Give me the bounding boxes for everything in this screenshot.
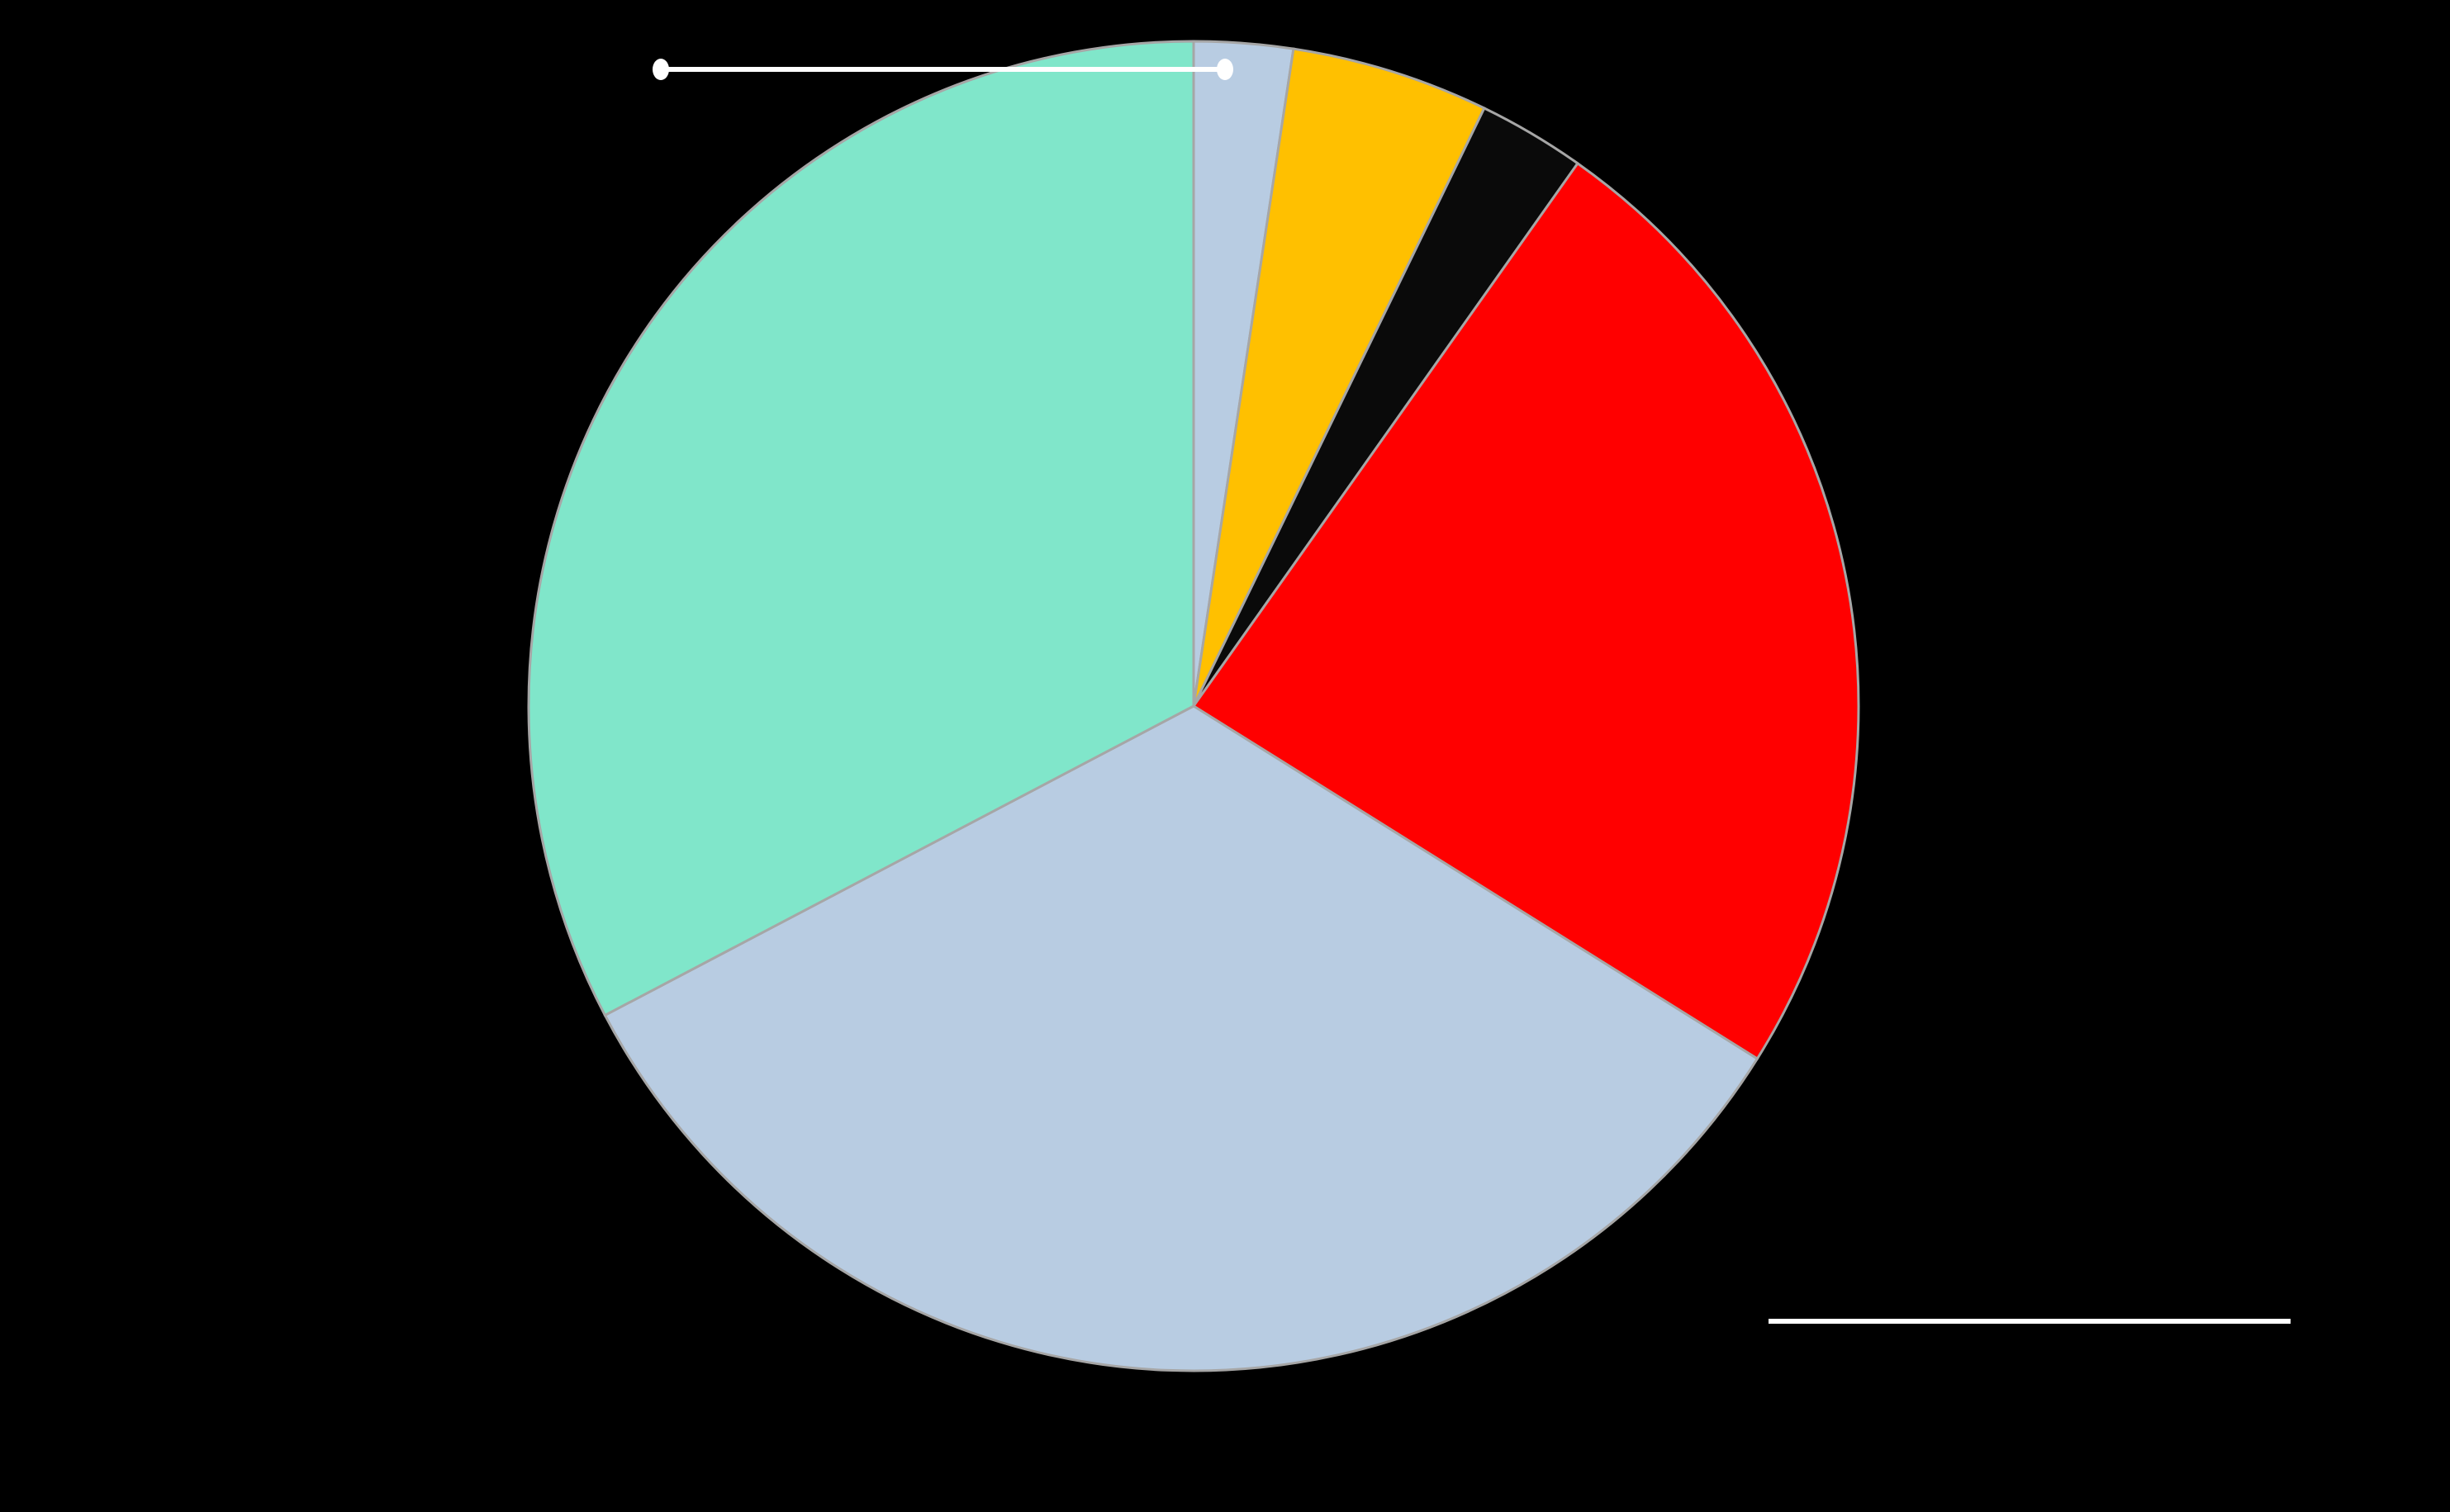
leader-line-end-dot — [1217, 59, 1233, 80]
pie-slice-5 — [603, 704, 1759, 1372]
top-leader-line — [653, 59, 1233, 80]
leader-line-start-dot — [653, 59, 669, 80]
pie-slice-4 — [1191, 161, 1860, 1061]
pie-slice-2 — [1192, 47, 1486, 707]
pie-slices — [527, 40, 1860, 1372]
